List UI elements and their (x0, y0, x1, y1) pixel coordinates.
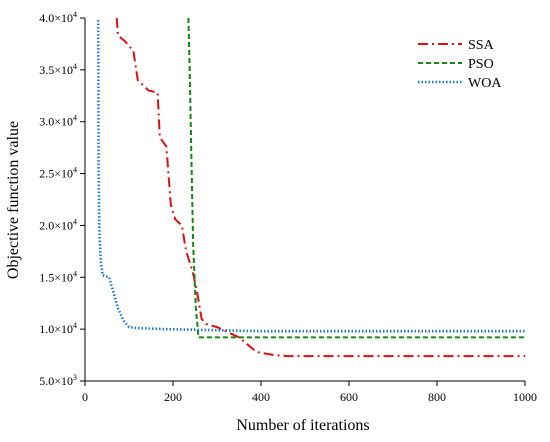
series-line-woa (96, 20, 525, 333)
legend: SSA PSO WOA (418, 38, 502, 91)
series-line-ssa (115, 17, 525, 358)
x-tick-label: 200 (164, 390, 182, 404)
x-tick-label: 400 (252, 390, 270, 404)
y-tick-label: 2.5×104 (39, 166, 77, 181)
x-axis: 0 200 400 600 800 1000 (82, 380, 537, 404)
x-axis-title: Number of iterations (236, 417, 369, 434)
y-tick-label: 2.0×104 (39, 217, 77, 232)
legend-label-ssa: SSA (468, 38, 495, 53)
series-lines (96, 17, 525, 358)
series-line-pso (187, 17, 525, 339)
y-tick-label: 3.5×104 (39, 62, 77, 77)
y-tick-label: 5.0×103 (39, 373, 77, 388)
y-tick-label: 1.5×104 (39, 269, 77, 284)
y-tick-label: 3.0×104 (39, 114, 77, 129)
x-tick-label: 0 (82, 390, 88, 404)
legend-label-woa: WOA (468, 76, 502, 91)
x-tick-label: 800 (428, 390, 446, 404)
x-tick-label: 1000 (513, 390, 537, 404)
y-tick-label: 4.0×104 (39, 10, 77, 25)
y-axis-title: Objective function value (5, 121, 22, 279)
y-tick-label: 1.0×104 (39, 321, 77, 336)
y-axis: 5.0×103 1.0×104 1.5×104 2.0×104 2.5×104 3.0×1… (39, 10, 86, 388)
x-tick-label: 600 (340, 390, 358, 404)
legend-label-pso: PSO (468, 57, 494, 72)
